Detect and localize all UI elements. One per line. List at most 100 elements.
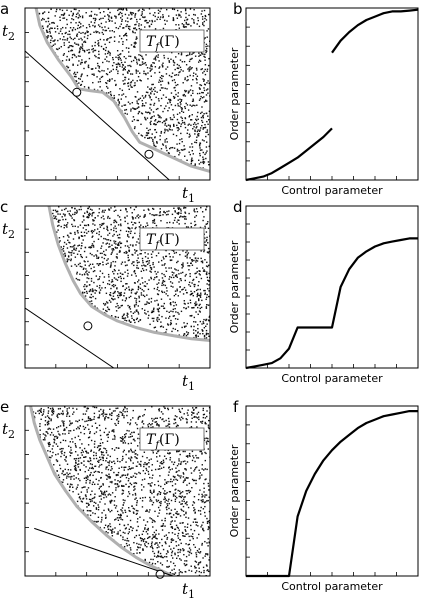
scatter-point — [68, 213, 70, 215]
scatter-point — [194, 567, 196, 569]
scatter-point — [159, 89, 161, 91]
scatter-point — [120, 509, 122, 511]
scatter-point — [168, 311, 170, 314]
scatter-point — [144, 252, 146, 254]
scatter-point — [141, 63, 144, 65]
scatter-point — [80, 231, 83, 233]
scatter-point — [199, 226, 202, 229]
scatter-point — [195, 416, 197, 418]
scatter-point — [148, 88, 151, 90]
scatter-point — [116, 66, 118, 68]
scatter-point — [207, 45, 209, 47]
scatter-point — [141, 500, 144, 502]
scatter-point — [172, 301, 174, 303]
scatter-point — [97, 40, 99, 42]
scatter-point — [163, 466, 165, 469]
scatter-point — [73, 219, 76, 222]
scatter-point — [194, 512, 196, 514]
scatter-point — [166, 452, 169, 454]
scatter-point — [128, 544, 130, 546]
scatter-point — [157, 286, 159, 289]
scatter-point — [143, 538, 146, 540]
scatter-point — [174, 500, 177, 503]
scatter-point — [113, 94, 115, 97]
scatter-point — [190, 160, 193, 163]
scatter-point — [189, 275, 191, 278]
scatter-point — [161, 277, 164, 279]
scatter-point — [196, 78, 198, 81]
scatter-point — [144, 559, 146, 561]
scatter-point — [84, 261, 86, 263]
scatter-point — [37, 410, 39, 412]
scatter-point — [147, 470, 150, 473]
scatter-point — [77, 478, 80, 480]
scatter-point — [153, 535, 155, 538]
scatter-point — [56, 445, 59, 447]
scatter-point — [113, 97, 116, 99]
scatter-point — [84, 426, 87, 429]
scatter-point — [66, 223, 68, 226]
scatter-point — [105, 468, 107, 470]
scatter-point — [187, 79, 189, 81]
scatter-point — [172, 123, 175, 126]
scatter-point — [169, 101, 171, 104]
scatter-point — [155, 330, 158, 332]
scatter-point — [204, 459, 207, 462]
scatter-point — [91, 243, 94, 245]
scatter-point — [95, 255, 98, 257]
scatter-point — [127, 313, 129, 315]
scatter-point — [199, 147, 201, 149]
scatter-point — [194, 133, 196, 135]
scatter-point — [199, 142, 201, 144]
scatter-point — [105, 451, 108, 454]
scatter-point — [121, 413, 124, 415]
scatter-point — [82, 49, 84, 51]
scatter-point — [173, 573, 176, 575]
scatter-point — [112, 270, 114, 273]
scatter-point — [183, 302, 186, 305]
scatter-point — [119, 436, 122, 439]
scatter-point — [176, 526, 179, 529]
scatter-point — [58, 224, 60, 227]
scatter-point — [93, 240, 95, 243]
scatter-point — [180, 416, 183, 418]
scatter-point — [53, 464, 55, 466]
scatter-point — [140, 253, 142, 255]
scatter-point — [94, 270, 96, 272]
scatter-point — [151, 406, 153, 408]
scatter-point — [134, 449, 137, 452]
scatter-point — [61, 60, 64, 62]
scatter-point — [87, 436, 90, 439]
scatter-point — [167, 474, 170, 476]
scatter-point — [208, 280, 210, 282]
scatter-point — [74, 466, 77, 469]
scatter-point — [67, 445, 70, 447]
scatter-point — [136, 21, 138, 23]
scatter-point — [129, 423, 131, 426]
scatter-point — [198, 570, 200, 573]
scatter-point — [128, 306, 131, 309]
scatter-point — [48, 456, 51, 459]
scatter-point — [86, 270, 88, 272]
scatter-point — [134, 482, 137, 484]
scatter-point — [157, 303, 159, 305]
scatter-point — [206, 206, 208, 208]
scatter-point — [164, 139, 166, 141]
scatter-point — [183, 563, 186, 565]
scatter-point — [69, 232, 71, 234]
scatter-point — [109, 91, 112, 93]
scatter-point — [75, 488, 78, 490]
scatter-point — [166, 538, 168, 540]
scatter-point — [118, 63, 121, 66]
scatter-point — [198, 273, 201, 275]
scatter-point — [178, 14, 180, 17]
scatter-point — [128, 69, 130, 72]
scatter-point — [86, 216, 88, 218]
scatter-point — [79, 496, 81, 498]
scatter-point — [79, 425, 81, 427]
scatter-point — [179, 71, 181, 73]
scatter-point — [69, 441, 71, 443]
scatter-point — [177, 318, 179, 321]
scatter-point — [154, 417, 157, 420]
scatter-point — [117, 486, 119, 488]
